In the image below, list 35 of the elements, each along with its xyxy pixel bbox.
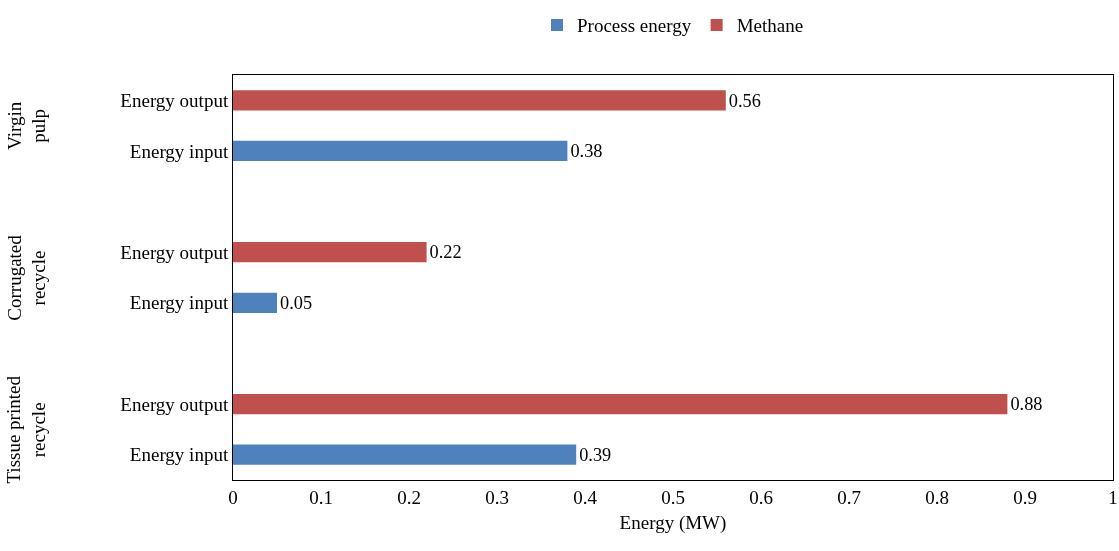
y-tick-label: Energy input (129, 444, 229, 466)
y-tick-label: Energy output (120, 393, 229, 415)
y-tick-label: Energy output (120, 241, 229, 263)
x-tick-label: 0.4 (573, 486, 598, 508)
bar (233, 444, 577, 465)
x-tick-label: 0.2 (397, 486, 421, 508)
x-axis-title: Energy (MW) (619, 511, 727, 534)
data-label: 0.88 (1010, 394, 1043, 415)
x-tick-label: 0.6 (749, 486, 773, 508)
data-label: 0.38 (570, 141, 603, 162)
bar (233, 393, 1008, 415)
data-label: 0.39 (579, 444, 612, 465)
legend-label: Methane (736, 15, 804, 37)
x-tick-label: 0.8 (925, 486, 949, 508)
bar (233, 292, 277, 313)
text: Tissue printed recycle (2, 375, 49, 484)
y-tick-label: Energy input (129, 140, 229, 162)
text: Corrugated recycle (3, 234, 50, 321)
data-label: 0.22 (429, 242, 462, 263)
bar (233, 140, 568, 162)
x-tick-label: 1 (1108, 486, 1118, 508)
x-tick-label: 0.7 (837, 486, 861, 508)
legend-label: Process energy (577, 15, 692, 37)
x-tick-label: 0.9 (1013, 486, 1037, 508)
data-label: 0.56 (728, 90, 761, 111)
x-tick-label: 0.5 (661, 486, 685, 508)
x-tick-label: 0.1 (309, 486, 333, 508)
bar (233, 242, 427, 263)
bar (233, 90, 726, 111)
x-tick-label: 0.3 (485, 486, 509, 508)
y-tick-label: Energy input (129, 292, 229, 314)
text: Virgin pulp (3, 101, 50, 150)
data-label: 0.05 (280, 293, 313, 314)
x-tick-label: 0 (228, 486, 238, 508)
y-tick-label: Energy output (120, 89, 229, 111)
